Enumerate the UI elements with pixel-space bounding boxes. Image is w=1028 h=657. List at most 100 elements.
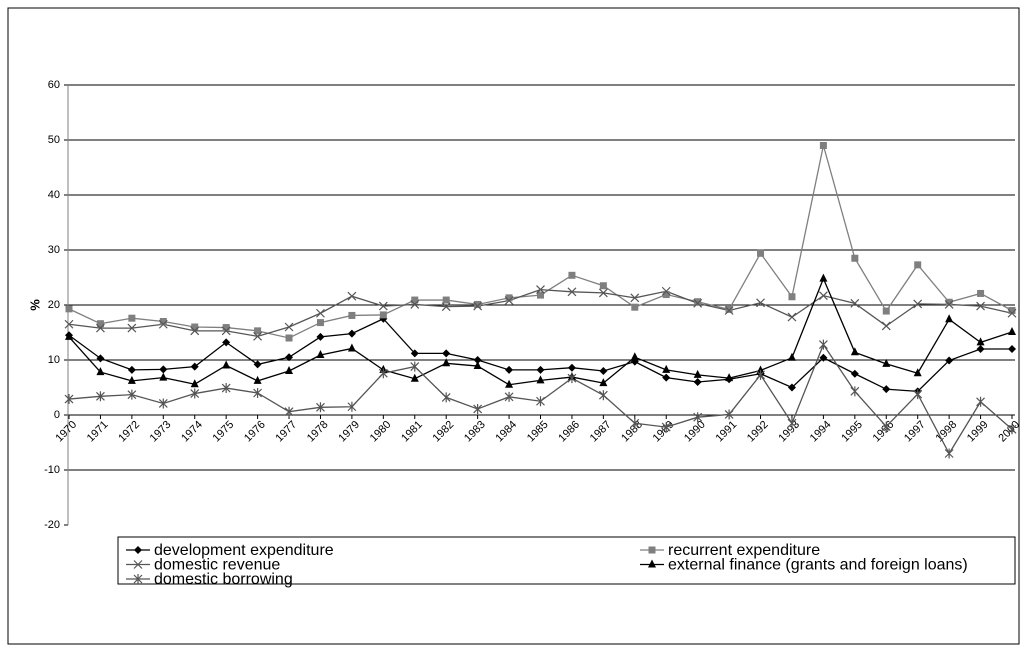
marker bbox=[410, 373, 419, 382]
marker bbox=[222, 324, 230, 332]
marker bbox=[693, 298, 703, 308]
marker bbox=[253, 375, 262, 384]
legend-label: external finance (grants and foreign loa… bbox=[668, 557, 968, 574]
marker bbox=[850, 369, 859, 378]
marker bbox=[976, 396, 985, 407]
marker bbox=[253, 388, 263, 398]
marker bbox=[648, 559, 656, 568]
marker bbox=[285, 353, 294, 362]
legend-label: recurrent expenditure bbox=[668, 542, 820, 559]
marker bbox=[253, 331, 263, 341]
marker bbox=[881, 421, 891, 432]
marker bbox=[944, 300, 954, 309]
marker bbox=[221, 383, 231, 394]
legend-label: domestic borrowing bbox=[154, 571, 293, 588]
marker bbox=[96, 391, 105, 402]
marker bbox=[190, 362, 199, 371]
marker bbox=[442, 349, 451, 358]
marker bbox=[976, 337, 985, 346]
marker bbox=[410, 300, 420, 309]
marker bbox=[819, 353, 828, 362]
marker bbox=[881, 321, 891, 331]
marker bbox=[976, 345, 985, 353]
marker bbox=[567, 363, 576, 372]
marker bbox=[473, 301, 483, 311]
marker bbox=[441, 302, 451, 312]
marker bbox=[222, 360, 231, 369]
legend-item: external finance (grants and foreign loa… bbox=[640, 557, 968, 574]
marker bbox=[316, 319, 324, 327]
y-tick-label: 60 bbox=[48, 79, 60, 91]
legend-item: recurrent expenditure bbox=[640, 542, 820, 559]
marker bbox=[505, 365, 514, 374]
marker bbox=[473, 403, 483, 414]
marker bbox=[976, 301, 985, 311]
marker bbox=[819, 142, 827, 149]
marker bbox=[977, 289, 985, 297]
marker bbox=[757, 249, 765, 257]
marker bbox=[1007, 308, 1017, 318]
marker bbox=[316, 350, 325, 359]
marker bbox=[537, 291, 544, 299]
marker bbox=[693, 412, 703, 423]
marker bbox=[442, 296, 450, 304]
marker bbox=[661, 286, 671, 296]
marker bbox=[1008, 326, 1016, 335]
marker bbox=[1008, 307, 1016, 314]
marker bbox=[725, 373, 734, 382]
marker bbox=[378, 301, 388, 311]
marker bbox=[945, 356, 954, 365]
marker bbox=[1007, 424, 1017, 435]
marker bbox=[787, 418, 797, 429]
y-tick-label: 20 bbox=[48, 299, 60, 311]
marker bbox=[598, 288, 608, 298]
marker bbox=[190, 379, 199, 388]
marker bbox=[693, 378, 702, 386]
marker bbox=[630, 418, 640, 429]
marker bbox=[851, 254, 859, 262]
y-tick-label: 10 bbox=[48, 354, 60, 366]
marker bbox=[410, 361, 420, 372]
marker bbox=[316, 332, 325, 341]
marker bbox=[882, 307, 890, 315]
marker bbox=[945, 314, 954, 323]
marker bbox=[818, 291, 828, 301]
marker bbox=[631, 303, 639, 311]
marker bbox=[694, 298, 702, 306]
marker bbox=[65, 331, 73, 340]
y-tick-label: 0 bbox=[54, 409, 60, 421]
marker bbox=[850, 298, 860, 308]
marker bbox=[64, 394, 74, 405]
marker bbox=[474, 300, 482, 308]
marker bbox=[505, 294, 513, 302]
marker bbox=[410, 349, 419, 358]
marker bbox=[661, 422, 671, 433]
marker bbox=[347, 329, 356, 338]
marker bbox=[65, 305, 73, 313]
marker bbox=[441, 392, 451, 403]
marker bbox=[504, 391, 514, 402]
marker bbox=[536, 365, 545, 374]
marker bbox=[285, 366, 294, 374]
marker bbox=[913, 368, 922, 377]
marker bbox=[64, 319, 74, 329]
marker bbox=[190, 326, 200, 336]
y-tick-label: -10 bbox=[44, 464, 60, 476]
marker bbox=[536, 285, 545, 295]
marker bbox=[316, 402, 325, 413]
marker bbox=[158, 398, 168, 409]
marker bbox=[536, 375, 545, 384]
marker bbox=[914, 261, 922, 269]
marker bbox=[818, 339, 828, 350]
marker bbox=[191, 323, 199, 331]
legend-item: domestic borrowing bbox=[126, 571, 293, 588]
marker bbox=[568, 271, 576, 279]
marker bbox=[599, 378, 608, 387]
marker bbox=[284, 406, 294, 417]
marker bbox=[347, 291, 357, 301]
y-tick-label: 50 bbox=[48, 134, 60, 146]
marker bbox=[347, 343, 356, 352]
marker bbox=[725, 305, 733, 313]
marker bbox=[787, 352, 796, 361]
